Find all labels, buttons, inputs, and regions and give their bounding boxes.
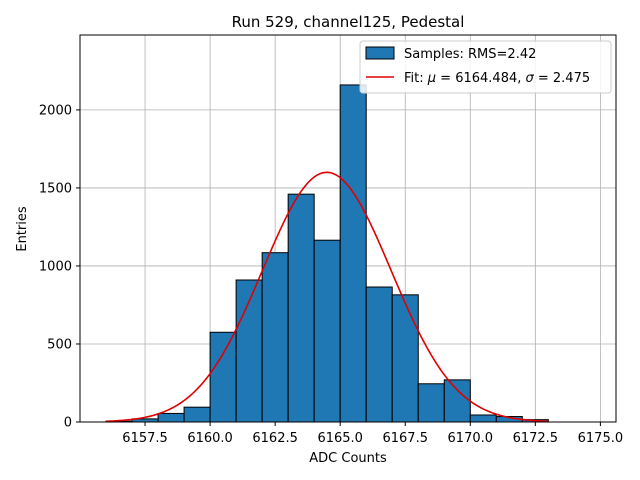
legend-samples-label: Samples: RMS=2.42 (404, 47, 536, 62)
legend-fit-sigma-symbol: σ (526, 71, 535, 86)
x-axis-label: ADC Counts (309, 451, 387, 466)
histogram-bar (469, 414, 497, 423)
legend-fit-sigma-value: = 2.475 (534, 71, 590, 86)
x-tick-label: 6170.0 (448, 431, 494, 446)
x-tick-label: 6157.5 (122, 431, 168, 446)
legend-fit-label: Fit: μ = 6164.484, σ = 2.475 (404, 71, 590, 86)
histogram-bar (235, 279, 263, 423)
y-tick-label: 500 (47, 337, 72, 352)
x-tick-label: 6165.0 (317, 431, 363, 446)
histogram-bar (183, 406, 211, 423)
y-tick-label: 1500 (39, 181, 72, 196)
legend-samples-swatch (365, 46, 395, 60)
legend-fit-mu-symbol: μ (427, 71, 436, 86)
legend-box (359, 40, 612, 94)
y-axis-label: Entries (15, 206, 30, 252)
x-tick-label: 6172.5 (513, 431, 559, 446)
histogram-bar (443, 379, 471, 423)
x-tick-label: 6160.0 (187, 431, 233, 446)
histogram-bar (287, 193, 315, 423)
chart-title: Run 529, channel125, Pedestal (232, 13, 465, 31)
legend-fit-mu-value: = 6164.484, (436, 71, 525, 86)
y-tick-label: 1000 (39, 259, 72, 274)
fit-curve (105, 171, 549, 423)
x-tick-label: 6175.0 (578, 431, 624, 446)
legend: Samples: RMS=2.42 Fit: μ = 6164.484, σ =… (359, 40, 612, 94)
legend-fit-prefix: Fit: (404, 71, 428, 86)
histogram-bar (391, 294, 419, 423)
y-tick-label: 0 (64, 416, 72, 431)
histogram-bars (105, 84, 549, 423)
histogram-bar (261, 252, 289, 423)
y-axis-ticks: 0 500 1000 1500 2000 (39, 103, 80, 431)
histogram-bar (157, 412, 185, 423)
histogram-bar (313, 239, 341, 423)
y-tick-label: 2000 (39, 103, 72, 118)
histogram-bar (417, 383, 445, 423)
x-axis-ticks: 6157.5 6160.0 6162.5 6165.0 6167.5 6170.0 6172… (122, 422, 623, 446)
histogram-bar (209, 331, 237, 423)
histogram-bar (365, 286, 393, 423)
x-tick-label: 6167.5 (382, 431, 428, 446)
histogram-bar (339, 84, 367, 423)
plot-frame (79, 34, 617, 423)
x-tick-label: 6162.5 (252, 431, 298, 446)
